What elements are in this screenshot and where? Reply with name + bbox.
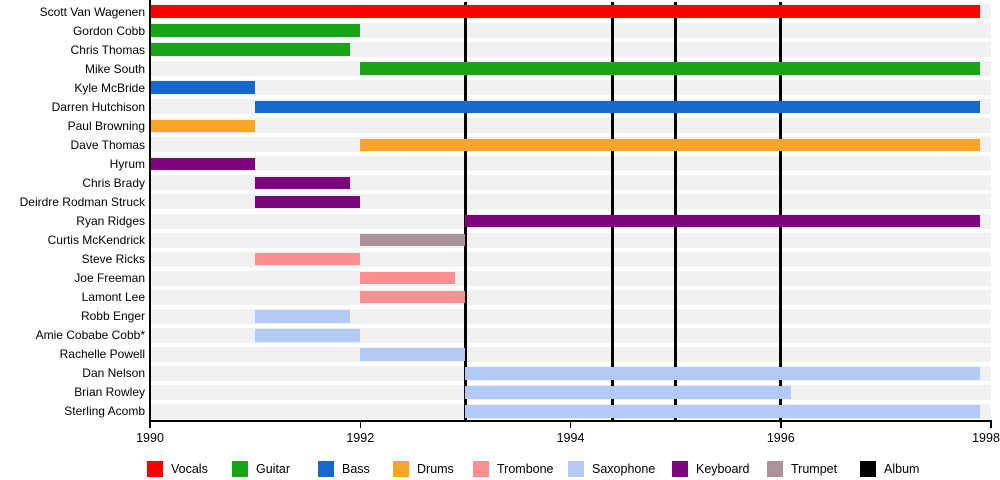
legend-swatch-saxophone — [568, 461, 584, 477]
tenure-bar-drums — [360, 138, 981, 152]
album-release-line — [674, 2, 678, 421]
tenure-bar-keyboard — [150, 157, 256, 171]
legend-label: Trumpet — [791, 462, 838, 476]
member-label: Deirdre Rodman Struck — [19, 194, 145, 209]
tenure-bar-saxophone — [255, 310, 350, 323]
row-stripe — [150, 118, 991, 134]
x-axis-tick — [359, 421, 361, 428]
x-axis-tick — [149, 421, 151, 428]
member-label: Mike South — [84, 61, 145, 76]
legend-label: Guitar — [256, 462, 291, 476]
x-axis-tick-label: 1994 — [556, 431, 585, 445]
member-label: Joe Freeman — [74, 271, 145, 286]
row-stripe — [150, 346, 991, 362]
x-axis-tick-label: 1992 — [346, 431, 375, 445]
member-label: Robb Enger — [80, 309, 145, 324]
row-stripe — [150, 289, 991, 305]
tenure-bar-trombone — [360, 290, 466, 304]
album-release-line — [463, 2, 467, 421]
tenure-bar-saxophone — [360, 348, 466, 361]
album-release-line — [611, 2, 615, 421]
legend-label: Keyboard — [696, 462, 750, 476]
row-stripe — [150, 80, 991, 96]
tenure-bar-drums — [150, 119, 256, 133]
tenure-bar-saxophone — [255, 329, 361, 342]
tenure-bar-keyboard — [255, 195, 361, 209]
row-stripe — [150, 232, 991, 248]
legend-label: Drums — [417, 462, 454, 476]
tenure-bar-keyboard — [465, 214, 981, 228]
y-axis-line — [149, 0, 151, 421]
tenure-bar-bass — [150, 81, 256, 94]
x-axis-tick-label: 1990 — [136, 431, 164, 445]
member-label: Chris Thomas — [70, 42, 145, 57]
legend-swatch-drums — [393, 461, 409, 477]
member-label: Paul Browning — [67, 118, 145, 133]
row-stripe — [150, 270, 991, 286]
member-label: Curtis McKendrick — [47, 233, 145, 248]
member-label: Steve Ricks — [81, 252, 145, 267]
legend-label: Album — [884, 462, 920, 476]
legend-label: Saxophone — [592, 462, 656, 476]
legend-swatch-album — [860, 461, 876, 477]
tenure-bar-saxophone — [465, 386, 792, 399]
member-label: Rachelle Powell — [59, 347, 145, 362]
legend-swatch-trombone — [473, 461, 489, 477]
legend-swatch-trumpet — [767, 461, 783, 477]
tenure-bar-guitar — [150, 43, 350, 56]
member-label: Dave Thomas — [70, 137, 145, 152]
legend-swatch-guitar — [232, 461, 248, 477]
member-label: Amie Cobabe Cobb* — [35, 328, 145, 343]
tenure-bar-bass — [255, 100, 981, 113]
legend-swatch-keyboard — [672, 461, 688, 477]
x-axis-tick — [569, 421, 572, 428]
x-axis-tick-label: 1998 — [972, 431, 1000, 445]
member-label: Chris Brady — [82, 175, 145, 190]
legend-label: Trombone — [497, 462, 554, 476]
tenure-bar-vocals — [150, 5, 981, 18]
member-label: Brian Rowley — [74, 385, 145, 400]
legend-label: Bass — [342, 462, 370, 476]
member-label: Kyle McBride — [74, 80, 145, 95]
member-label: Gordon Cobb — [72, 23, 145, 38]
legend-swatch-vocals — [147, 461, 163, 477]
member-label: Scott Van Wagenen — [39, 4, 145, 19]
legend-swatch-bass — [318, 461, 334, 477]
tenure-bar-trombone — [255, 252, 361, 266]
tenure-bar-keyboard — [255, 176, 350, 190]
member-label: Lamont Lee — [81, 290, 145, 305]
tenure-bar-saxophone — [465, 405, 981, 418]
album-release-line — [779, 2, 783, 421]
row-stripe — [150, 156, 991, 172]
member-label: Darren Hutchison — [51, 99, 145, 114]
legend-label: Vocals — [171, 462, 208, 476]
tenure-bar-trombone — [360, 271, 455, 285]
member-label: Hyrum — [109, 156, 145, 171]
member-label: Dan Nelson — [82, 366, 145, 381]
x-axis-tick — [990, 421, 992, 428]
tenure-bar-saxophone — [465, 367, 981, 380]
member-label: Ryan Ridges — [76, 214, 145, 229]
member-label: Sterling Acomb — [64, 404, 145, 419]
x-axis-tick — [780, 421, 782, 428]
tenure-bar-trumpet — [360, 233, 466, 247]
tenure-bar-guitar — [360, 62, 981, 75]
x-axis-line — [149, 420, 992, 422]
x-axis-tick-label: 1996 — [766, 431, 795, 445]
tenure-bar-guitar — [150, 24, 361, 37]
